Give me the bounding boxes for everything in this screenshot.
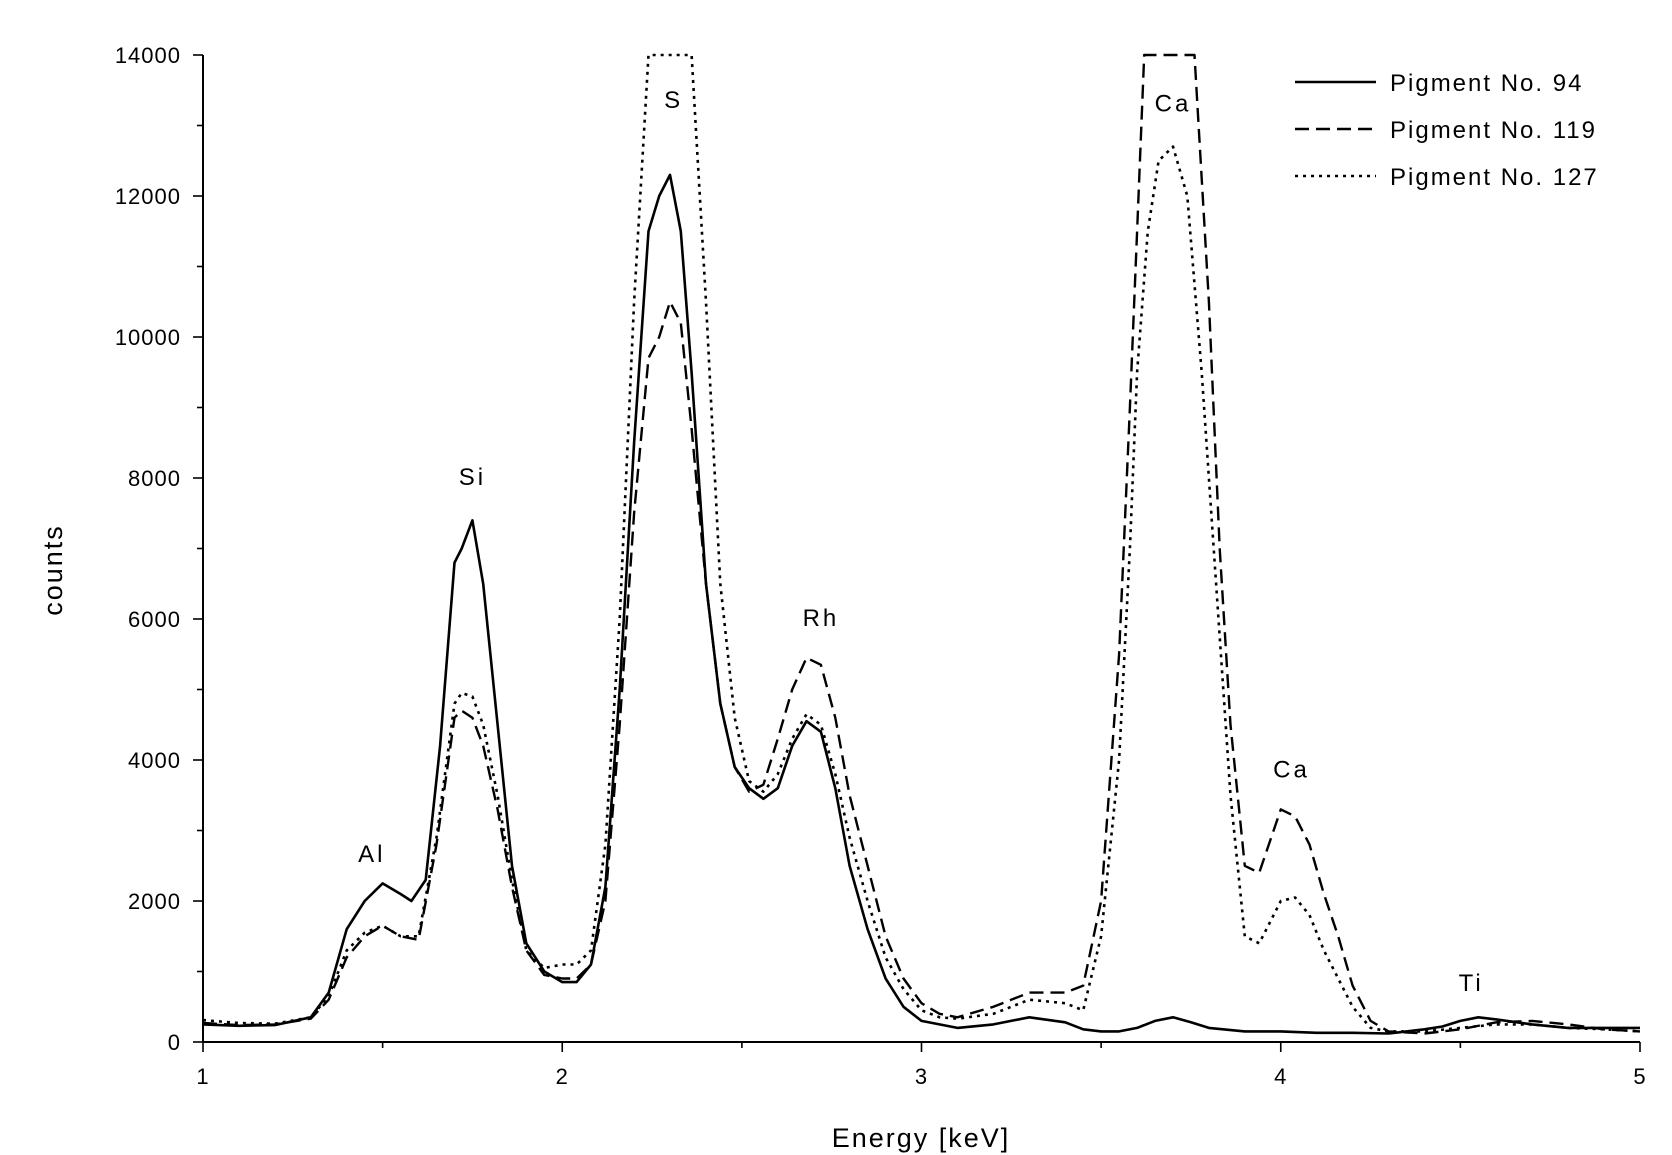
- y-tick-label: 4000: [128, 748, 181, 773]
- peak-label: Rh: [803, 605, 840, 632]
- axes: 0 2000 4000 6000 8000 10000 12000 14000 1 2 3 4 5: [115, 43, 1646, 1089]
- legend-label: Pigment No. 94: [1390, 70, 1583, 97]
- series-line-dotted: [203, 53, 1640, 1033]
- legend: Pigment No. 94 Pigment No. 119 Pigment No.…: [1295, 70, 1599, 191]
- x-tick-label: 4: [1274, 1064, 1287, 1089]
- peak-label: Al: [358, 841, 385, 868]
- series-layer: [203, 53, 1640, 1035]
- y-axis-title: counts: [38, 524, 68, 616]
- peak-annotations: Al Si S Rh Ca Ca Ti: [358, 87, 1484, 997]
- x-axis-title: Energy [keV]: [832, 1123, 1011, 1153]
- peak-label: Ca: [1155, 90, 1192, 117]
- peak-label: Ti: [1459, 970, 1484, 997]
- peak-label: Si: [459, 464, 486, 491]
- legend-label: Pigment No. 119: [1390, 117, 1597, 144]
- y-tick-label: 12000: [115, 184, 181, 209]
- x-tick-label: 5: [1633, 1064, 1646, 1089]
- peak-label: S: [664, 87, 683, 114]
- x-tick-label: 3: [915, 1064, 928, 1089]
- y-tick-label: 8000: [128, 466, 181, 491]
- y-tick-label: 0: [168, 1030, 181, 1055]
- legend-label: Pigment No. 127: [1390, 164, 1599, 191]
- y-tick-label: 2000: [128, 889, 181, 914]
- series-line-solid: [203, 173, 1640, 1035]
- y-tick-label: 14000: [115, 43, 181, 68]
- peak-label: Ca: [1273, 757, 1310, 784]
- y-tick-label: 6000: [128, 607, 181, 632]
- x-tick-label: 2: [556, 1064, 569, 1089]
- series-line-dashed: [203, 53, 1640, 1035]
- y-tick-label: 10000: [115, 325, 181, 350]
- x-tick-label: 1: [196, 1064, 209, 1089]
